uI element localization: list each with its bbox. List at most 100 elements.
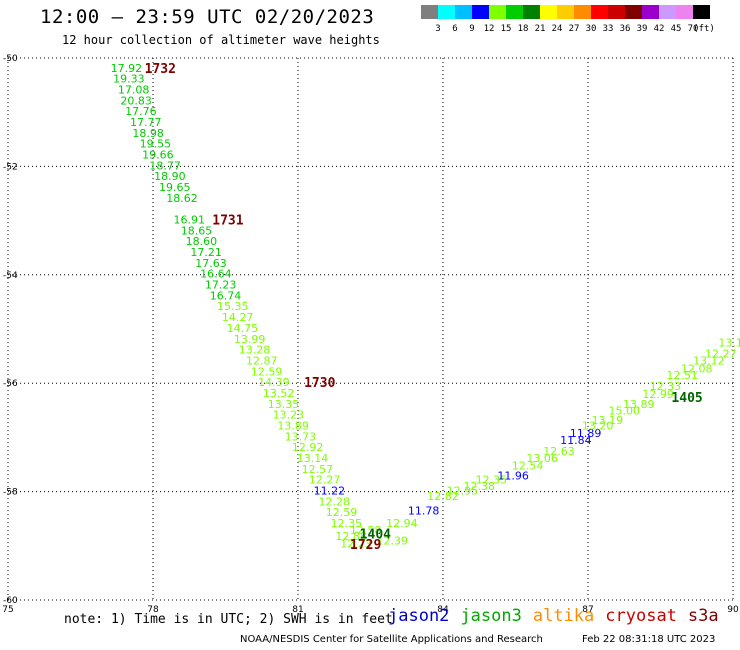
wave-height-point: 11.84 [560,434,592,447]
y-tick-label: -50 [3,54,18,64]
y-tick-label: -52 [3,162,18,172]
wave-height-point: 18.98 [132,127,164,140]
wave-height-point: 16.91 [174,214,206,227]
chart-subtitle: 12 hour collection of altimeter wave hei… [62,33,380,47]
wave-height-point: 12.58 [350,524,382,537]
wave-height-point: 12.23 [340,538,372,551]
wave-height-point: 19.55 [140,138,172,151]
legend-swatch [591,5,608,19]
legend-label: 3 [435,24,441,34]
wave-height-point: 12.39 [377,534,409,547]
time-label: 1731 [212,214,243,229]
wave-height-point: 12.59 [326,506,358,519]
wave-height-point: 12.28 [319,495,351,508]
wave-height-point: 11.78 [408,505,440,518]
legend-swatch [421,5,438,19]
legend-label: 15 [500,24,512,34]
wave-height-point: 12.54 [512,460,544,473]
satellite-altika: altika [532,606,595,626]
legend-swatch [455,5,472,19]
legend-swatch [523,5,540,19]
legend-label: 21 [534,24,546,34]
wave-height-point: 13.28 [239,344,271,357]
legend-label: 42 [653,24,665,34]
wave-height-point: 14.75 [227,322,259,335]
x-tick-label: 75 [2,605,13,615]
wave-height-point: 17.92 [111,62,143,75]
legend-label: 27 [568,24,580,34]
legend-swatch [693,5,710,19]
legend-swatch [489,5,506,19]
legend-swatch [540,5,557,19]
wave-height-point: 13.52 [263,387,295,400]
legend-label: 6 [452,24,458,34]
y-tick-label: -58 [3,488,18,498]
legend-label: 39 [636,24,648,34]
wave-height-point: 11.96 [497,469,529,482]
satellite-jason3: jason3 [460,606,522,626]
credit-text: NOAA/NESDIS Center for Satellite Applica… [240,634,543,645]
wave-height-point: 13.14 [297,452,329,465]
legend-swatch [557,5,574,19]
wave-height-point: 18.65 [181,224,213,237]
wave-height-point: 13.89 [623,398,655,411]
wave-height-point: 12.51 [667,369,699,382]
y-tick-label: -60 [3,596,18,606]
y-tick-label: -56 [3,379,18,389]
legend-label: 30 [585,24,597,34]
time-label: 1404 [360,527,391,542]
x-tick-label: 90 [727,605,739,615]
legend-swatch [574,5,591,19]
legend-swatch [506,5,523,19]
wave-height-point: 12.27 [309,474,341,487]
wave-height-point: 14.39 [258,376,290,389]
wave-height-point: 13.19 [592,414,624,427]
wave-height-point: 12.59 [251,365,283,378]
wave-height-point: 13.73 [285,430,317,443]
wave-height-point: 13.89 [277,419,309,432]
wave-height-point: 11.89 [570,427,602,440]
chart-title: 12:00 – 23:59 UTC 02/20/2023 [40,6,375,28]
wave-height-point: 12.92 [292,441,324,454]
wave-height-point: 12.33 [650,380,682,393]
wave-height-point: 16.74 [210,289,242,302]
legend-label: 45 [670,24,682,34]
wave-height-point: 12.82 [427,490,459,503]
wave-height-point: 12.08 [681,363,713,376]
wave-height-point: 20.83 [120,94,152,107]
wave-height-point: 19.65 [159,181,191,194]
satellite-jason2: jason2 [388,606,450,626]
generated-date: Feb 22 08:31:18 UTC 2023 [582,634,716,645]
wave-height-point: 13.12 [693,354,725,367]
time-label: 1405 [671,391,702,406]
wave-height-point: 14.27 [222,311,254,324]
wave-height-point: 18.60 [186,235,218,248]
legend-swatch [659,5,676,19]
satellite-cryosat: cryosat [605,606,677,626]
legend-unit: (ft) [693,24,715,34]
x-tick-label: 87 [582,605,593,615]
wave-height-point: 18.90 [154,170,186,183]
wave-height-point: 12.38 [464,480,496,493]
wave-height-point: 16.64 [200,268,232,281]
time-label: 1732 [145,62,176,77]
wave-height-point: 17.76 [125,105,157,118]
satellite-s3a: s3a [687,606,719,626]
wave-height-point: 17.77 [130,116,162,129]
wave-height-point: 17.63 [195,257,227,270]
wave-height-point: 12.99 [642,388,674,401]
legend-label: 9 [469,24,475,34]
x-tick-label: 84 [437,605,449,615]
wave-height-point: 12.94 [386,517,418,530]
wave-height-point: 13.23 [273,409,305,422]
wave-height-point: 18.62 [166,192,198,205]
legend-swatch [472,5,489,19]
legend-swatch [438,5,455,19]
wave-height-point: 13.99 [234,333,266,346]
legend-label: 36 [619,24,631,34]
wave-height-point: 18.77 [149,159,181,172]
legend-label: 24 [551,24,563,34]
wave-height-point: 19.66 [142,148,174,161]
x-tick-label: 78 [147,605,159,615]
